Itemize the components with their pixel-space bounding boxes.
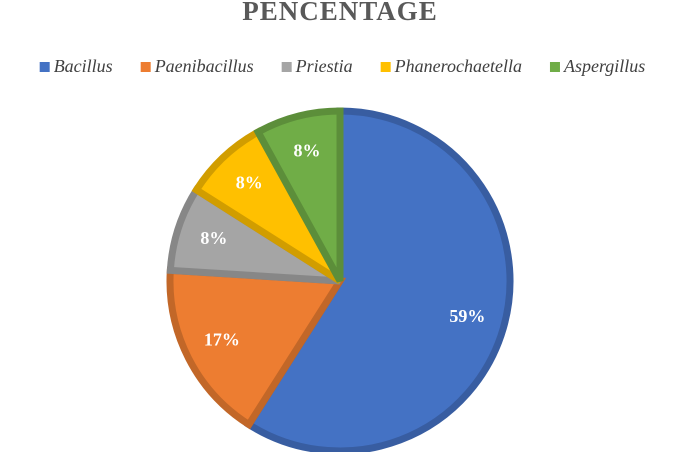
chart-title: PENCENTAGE	[242, 0, 438, 26]
legend-swatch	[39, 62, 50, 72]
legend-label: Priestia	[295, 56, 353, 76]
pie: 59% 17% 8% 8% 8%	[166, 107, 514, 452]
legend-label: Aspergillus	[563, 56, 645, 76]
legend-label: Phanerochaetella	[394, 56, 522, 76]
data-label: 59%	[449, 306, 485, 326]
legend-swatch	[380, 62, 391, 72]
data-label: 8%	[200, 228, 227, 248]
legend-swatch	[549, 62, 560, 72]
legend-swatch	[281, 62, 292, 72]
data-label: 17%	[204, 329, 240, 349]
legend-label: Paenibacillus	[154, 56, 254, 76]
legend-label: Bacillus	[54, 56, 113, 76]
data-label: 8%	[294, 141, 321, 161]
slice	[253, 107, 344, 283]
data-label: 8%	[236, 172, 263, 192]
slice	[166, 266, 347, 430]
legend-swatch	[140, 62, 151, 72]
slice	[244, 107, 514, 452]
legend: Bacillus Paenibacillus Priestia Phanerochae…	[39, 56, 645, 76]
